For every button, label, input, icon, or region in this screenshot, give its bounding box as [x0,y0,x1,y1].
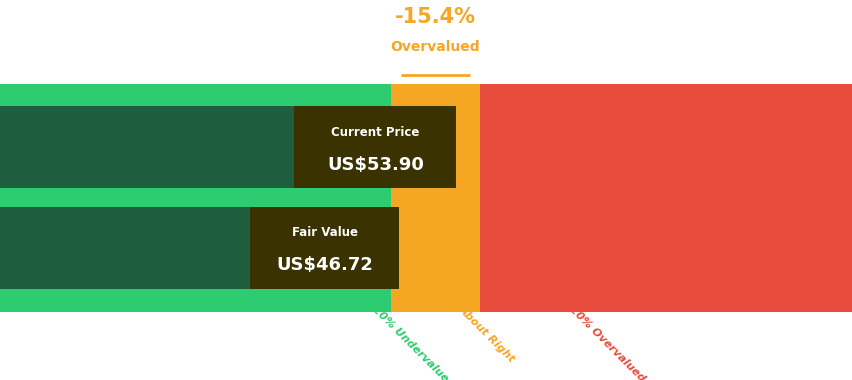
Text: Fair Value: Fair Value [291,226,357,239]
Bar [0,106,390,188]
FancyBboxPatch shape [294,106,456,188]
Text: 20% Undervalued: 20% Undervalued [371,304,456,380]
FancyBboxPatch shape [250,207,399,289]
Text: About Right: About Right [456,304,516,364]
Text: 20% Overvalued: 20% Overvalued [567,304,646,380]
Text: Current Price: Current Price [331,126,419,139]
Text: US$53.90: US$53.90 [326,155,423,174]
Bar [480,84,852,312]
Text: US$46.72: US$46.72 [276,256,372,274]
Bar [390,84,480,312]
Text: -15.4%: -15.4% [394,7,475,27]
Text: Overvalued: Overvalued [390,40,480,54]
Bar [0,84,390,312]
Bar [0,207,390,289]
